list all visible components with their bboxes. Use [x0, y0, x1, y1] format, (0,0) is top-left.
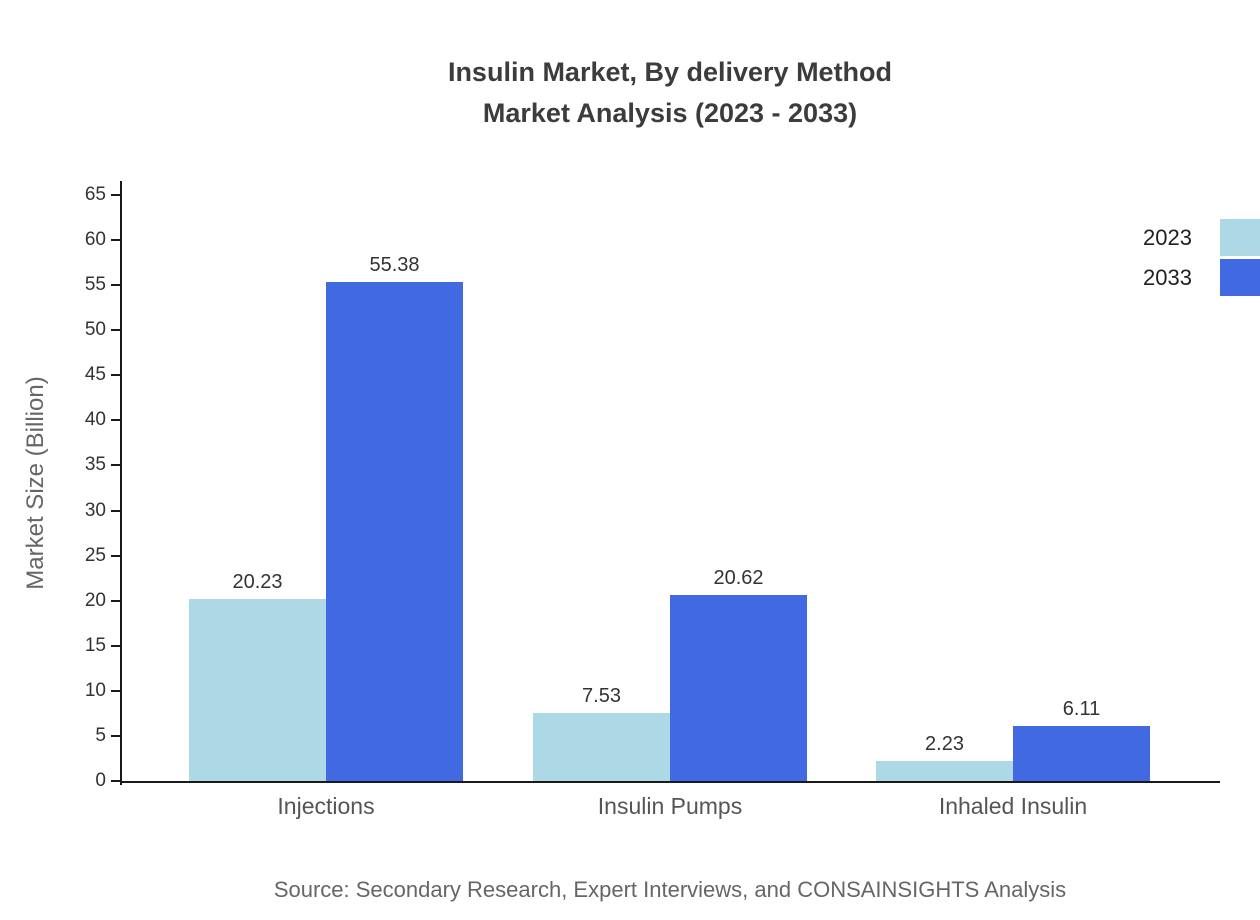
category-label: Insulin Pumps [597, 793, 743, 819]
legend: 2023 2033 [1143, 219, 1260, 299]
legend-swatch-2023 [1220, 219, 1260, 256]
y-tick-label: 50 [84, 319, 106, 341]
y-axis-line [120, 181, 122, 785]
y-tick-mark [111, 734, 120, 737]
y-tick-label: 30 [84, 499, 106, 521]
y-tick-mark [111, 239, 120, 242]
bar-value-label: 20.62 [713, 567, 764, 590]
bar-column: 7.53 [533, 685, 670, 781]
y-tick-label: 65 [84, 184, 106, 205]
y-tick-mark [111, 554, 120, 557]
bar-2033 [326, 281, 463, 781]
category-label: Inhaled Insulin [938, 793, 1088, 819]
y-tick-mark [111, 689, 120, 692]
y-tick-label: 10 [84, 679, 106, 701]
chart-title-line2: Market Analysis (2023 - 2033) [482, 98, 858, 128]
y-tick-mark [111, 374, 120, 377]
source-note: Source: Secondary Research, Expert Inter… [273, 877, 1067, 902]
chart-title: Insulin Market, By delivery Method Marke… [80, 52, 1260, 134]
bar-2023 [876, 760, 1013, 781]
legend-row: 2023 [1143, 219, 1260, 256]
y-tick-label: 40 [84, 409, 106, 431]
legend-row: 2033 [1143, 259, 1260, 296]
bar-value-label: 6.11 [1062, 697, 1101, 720]
y-tick-mark [111, 329, 120, 332]
bar-column: 6.11 [1013, 698, 1150, 781]
y-tick-mark [111, 599, 120, 602]
bar-value-label: 20.23 [232, 570, 283, 593]
y-tick-label: 35 [84, 454, 106, 476]
bar-group: 7.53 20.62 [533, 181, 807, 781]
bar-column: 20.62 [670, 567, 807, 781]
bar-2033 [1013, 725, 1150, 781]
y-tick-mark [111, 780, 120, 782]
legend-swatch-2033 [1220, 259, 1260, 296]
bar-value-label: 7.53 [582, 685, 621, 708]
y-tick-label: 60 [84, 229, 106, 251]
bar-2023 [189, 598, 326, 781]
x-axis-line [120, 781, 1220, 783]
bar-column: 20.23 [189, 571, 326, 781]
bar-group: 20.23 55.38 [189, 181, 463, 781]
y-tick-mark [111, 644, 120, 647]
y-tick-label: 15 [84, 634, 106, 656]
y-tick-label: 20 [84, 589, 106, 611]
y-tick-label: 0 [95, 770, 106, 791]
bar-column: 55.38 [326, 254, 463, 781]
plot-area: 0 5 10 15 20 25 30 35 40 45 50 55 60 65 20.23 55.38 Inje… [85, 181, 1220, 819]
y-tick-label: 5 [95, 724, 106, 746]
bar-value-label: 2.23 [925, 732, 964, 755]
y-tick-mark [111, 509, 120, 512]
bar-column: 2.23 [876, 733, 1013, 781]
bar-value-label: 55.38 [369, 253, 420, 276]
y-tick-label: 55 [84, 274, 106, 296]
bar-2023 [533, 713, 670, 781]
y-tick-mark [111, 194, 120, 196]
y-tick-mark [111, 464, 120, 467]
chart-title-line1: Insulin Market, By delivery Method [447, 57, 893, 87]
legend-label-2033: 2033 [1143, 264, 1192, 290]
bar-2033 [670, 595, 807, 781]
y-tick-mark [111, 419, 120, 422]
y-axis-label: Market Size (Billion) [22, 376, 49, 590]
y-tick-mark [111, 284, 120, 287]
legend-label-2023: 2023 [1143, 224, 1192, 250]
y-tick-label: 45 [84, 364, 106, 386]
bar-group: 2.23 6.11 [876, 181, 1150, 781]
category-label: Injections [277, 793, 375, 819]
y-tick-label: 25 [84, 544, 106, 566]
